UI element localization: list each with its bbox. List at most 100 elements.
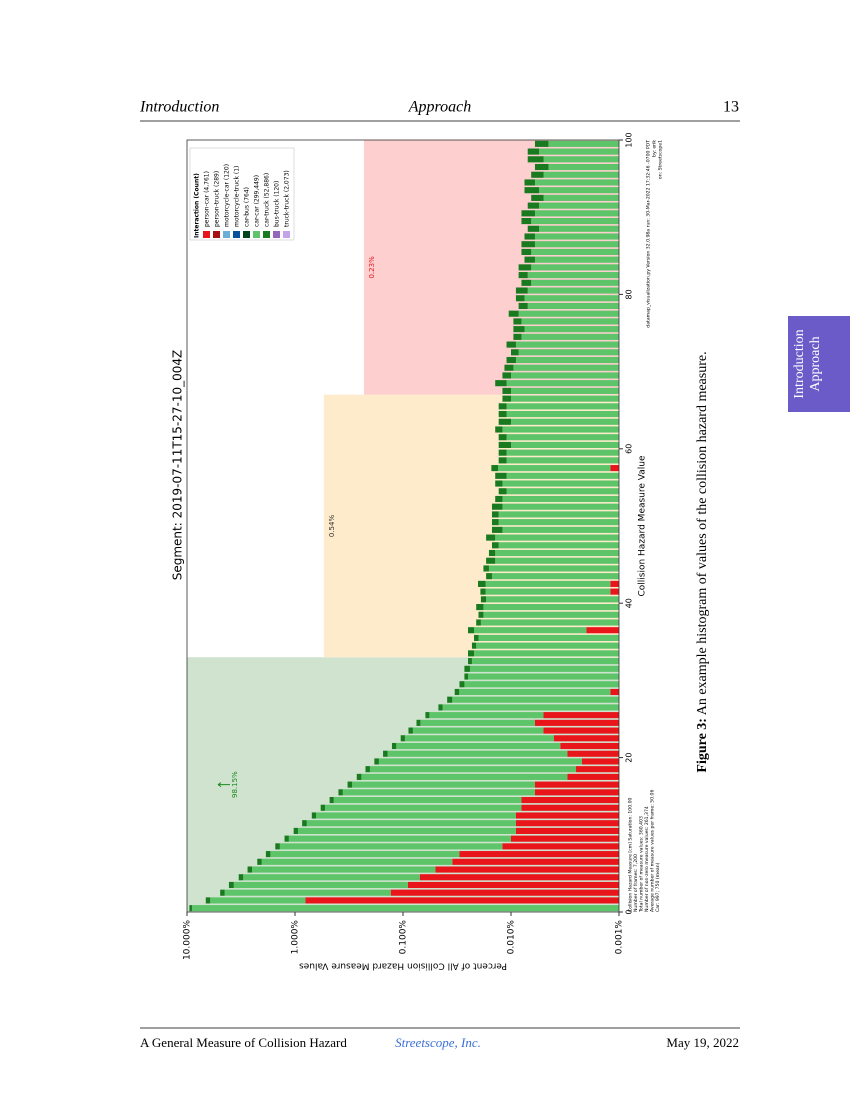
bar-segment (513, 318, 522, 325)
bar-segment (438, 704, 443, 711)
bar-segment (521, 279, 532, 286)
header-left: Introduction (139, 99, 219, 116)
region-label: 98.15% (231, 771, 239, 798)
bar-segment (320, 804, 325, 811)
side-tab (788, 316, 850, 412)
legend-label: truck-truck (2,073) (284, 170, 291, 227)
region-label: 0.23% (368, 256, 376, 279)
bar-segment (491, 519, 499, 526)
bar-segment (567, 750, 619, 757)
bar-segment (205, 897, 211, 904)
bar-segment (511, 418, 619, 425)
bar-segment (498, 488, 507, 495)
bar-segment (543, 727, 619, 734)
x-tick-label: 40 (625, 598, 634, 608)
bar-segment (491, 526, 503, 533)
stats-line: Total number of measure values: 360,403 (639, 816, 645, 913)
bar-segment (491, 465, 498, 472)
bar-segment (361, 773, 568, 780)
bar-segment (515, 341, 619, 348)
bar-segment (534, 789, 619, 796)
bar-segment (464, 681, 619, 688)
bar-segment (228, 881, 234, 889)
x-axis-label: Collision Hazard Measure Value (638, 455, 648, 596)
bar-segment (342, 789, 535, 796)
bar-segment (534, 179, 619, 186)
bar-segment (502, 495, 619, 503)
bar-segment (518, 349, 619, 356)
bar-segment (524, 233, 535, 240)
bar-segment (610, 588, 619, 595)
bar-segment (531, 264, 619, 271)
legend-swatch (283, 231, 290, 238)
footer-center: Streetscope, Inc. (395, 1035, 481, 1050)
legend-label: bus-truck (120) (274, 181, 281, 227)
bar-segment (539, 225, 619, 232)
bar-segment (491, 542, 499, 549)
bar-segment (491, 573, 619, 580)
bar-segment (511, 441, 619, 448)
legend-label: person-truck (289) (214, 171, 221, 227)
bar-segment (521, 241, 535, 248)
bar-segment (459, 688, 611, 696)
stats: Collision Hazard Measure [cm] Saturation… (628, 790, 662, 913)
bar-segment (506, 380, 619, 387)
bar-segment (391, 742, 397, 750)
bar-segment (513, 364, 619, 371)
bar-segment (288, 835, 511, 842)
legend-title: Interaction (Count) (194, 173, 201, 238)
bar-segment (495, 426, 503, 433)
bar-segment (306, 820, 516, 827)
note-line: by: erik (652, 140, 658, 157)
bar-segment (284, 835, 289, 842)
bar-segment (474, 627, 587, 634)
bar-segment (534, 781, 619, 788)
y-tick-label: 10.000% (183, 920, 193, 960)
page-number: 13 (723, 99, 739, 116)
y-tick-label: 0.001% (615, 920, 625, 955)
bar-segment (396, 742, 561, 750)
caption-label: Figure 3: (695, 718, 710, 773)
x-tick-label: 60 (625, 444, 634, 454)
bar-segment (515, 820, 619, 827)
bar-segment (474, 650, 619, 657)
bar-segment (338, 789, 343, 796)
footer-left: A General Measure of Collision Hazard (140, 1035, 347, 1050)
stats-line: Number of non-zero measure values: 261,3… (644, 806, 650, 912)
bar-segment (495, 557, 619, 564)
bar-segment (504, 364, 514, 371)
bar-segment (531, 194, 544, 201)
legend-swatch (273, 231, 280, 238)
bar-segment (543, 194, 619, 201)
bar-segment (483, 565, 489, 572)
bar-segment (534, 163, 549, 171)
legend-swatch (253, 231, 260, 238)
bar-segment (486, 596, 619, 603)
bar-segment (521, 218, 532, 225)
bar-segment (498, 441, 511, 448)
bar-segment (302, 820, 307, 827)
bar-segment (534, 233, 619, 240)
bar-segment (297, 827, 516, 834)
bar-segment (305, 897, 619, 904)
bar-segment (531, 279, 619, 286)
bar-segment (518, 310, 619, 317)
chart: 98.15% 0.54% 0.23% 10.000% 1.000% 0.100% 0.010… (171, 132, 664, 970)
bar-segment (524, 295, 619, 302)
figure-caption: Figure 3: An example histogram of values… (695, 351, 710, 772)
region-label: 0.54% (328, 515, 336, 538)
bar-segment (498, 449, 507, 456)
bar-segment (257, 858, 262, 865)
legend-label: person-car (4,761) (204, 171, 211, 227)
bar-segment (374, 758, 379, 765)
bar-segment (502, 843, 619, 850)
bar-segment (548, 140, 619, 147)
bar-segment (553, 735, 619, 742)
legend-swatch (263, 231, 270, 238)
bar-segment (495, 495, 503, 503)
bar-segment (521, 210, 535, 217)
bar-segment (576, 766, 619, 773)
bar-segment (498, 457, 507, 464)
bar-segment (539, 148, 619, 155)
